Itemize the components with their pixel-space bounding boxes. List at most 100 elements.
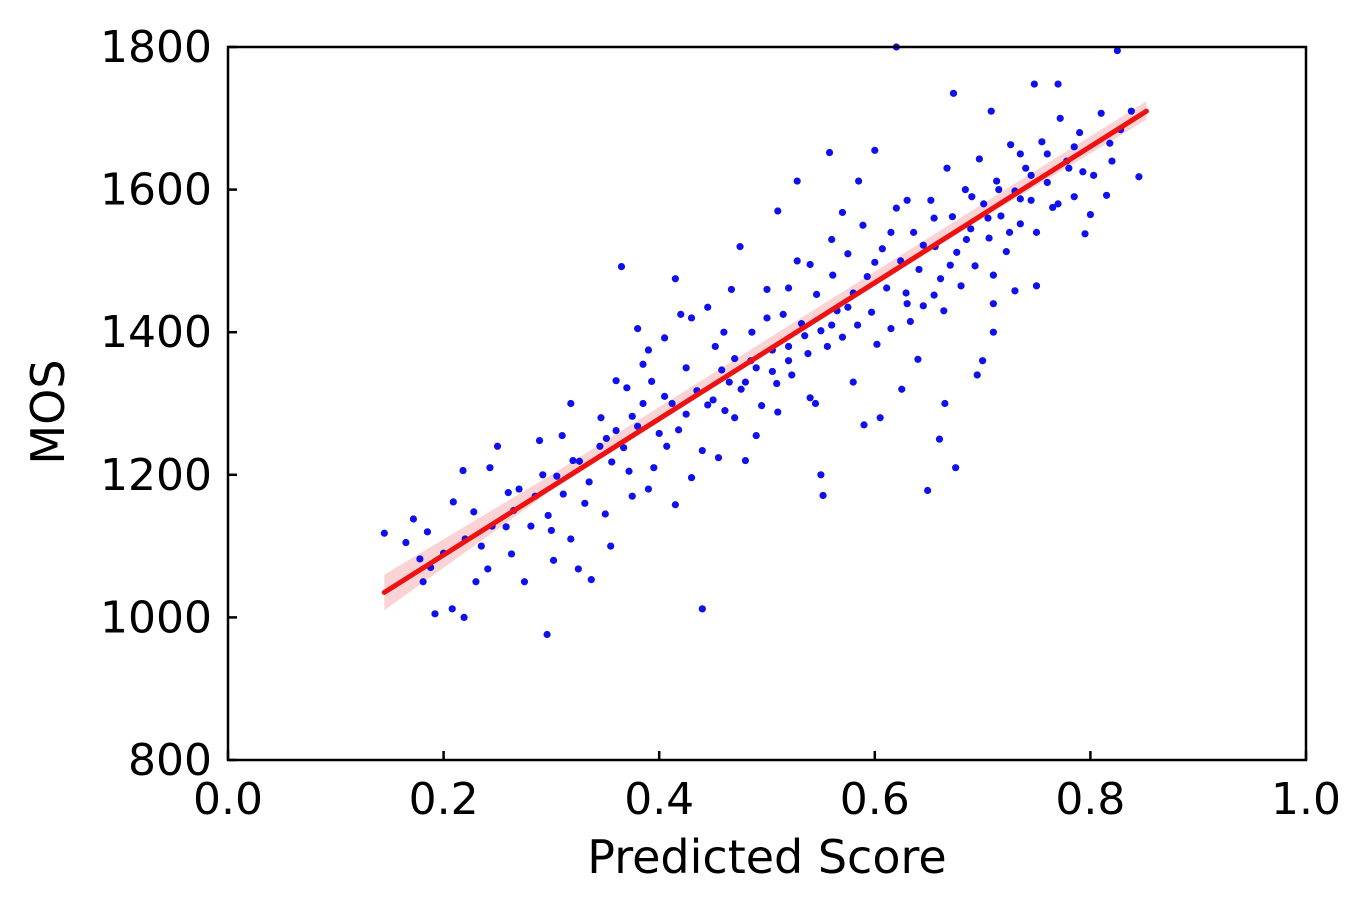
data-point xyxy=(731,414,739,422)
data-point xyxy=(687,474,696,482)
data-point xyxy=(585,478,593,486)
data-point xyxy=(1113,46,1121,55)
data-point xyxy=(993,177,1001,185)
data-point xyxy=(793,177,801,185)
data-point xyxy=(927,196,935,204)
data-point xyxy=(774,207,782,215)
data-point xyxy=(1081,230,1089,238)
data-point xyxy=(860,421,868,429)
data-point xyxy=(903,196,911,204)
data-point xyxy=(804,349,812,358)
data-point xyxy=(547,526,556,535)
data-point xyxy=(748,328,756,336)
data-point xyxy=(914,355,922,363)
data-point xyxy=(1065,164,1073,172)
plot-frame xyxy=(226,45,1308,762)
y-tick-label: 1200 xyxy=(100,450,212,501)
data-point xyxy=(535,436,544,445)
x-axis-ticks: 0.0 0.2 0.4 0.6 0.8 1.0 xyxy=(193,751,1341,825)
data-point xyxy=(1135,173,1143,181)
data-point xyxy=(768,367,776,376)
data-point xyxy=(1106,139,1114,147)
data-point xyxy=(520,578,529,586)
data-point xyxy=(773,379,781,388)
x-tick-label: 1.0 xyxy=(1271,774,1341,825)
data-point xyxy=(892,204,900,212)
data-point xyxy=(1027,196,1035,204)
data-point xyxy=(698,446,706,455)
data-point xyxy=(1054,200,1062,208)
data-point xyxy=(930,291,938,299)
data-point xyxy=(871,146,879,154)
data-point xyxy=(644,485,653,493)
data-point xyxy=(1002,248,1010,256)
data-point xyxy=(855,177,863,185)
data-point xyxy=(628,412,636,420)
data-point xyxy=(1030,80,1038,88)
data-point xyxy=(725,378,733,386)
data-point xyxy=(930,214,938,222)
data-point xyxy=(774,408,782,416)
data-point xyxy=(567,399,575,408)
data-point xyxy=(559,490,567,498)
data-point xyxy=(878,245,886,253)
data-point xyxy=(655,429,663,438)
data-point xyxy=(704,401,712,409)
data-point xyxy=(677,310,685,318)
data-point xyxy=(941,399,949,408)
data-point xyxy=(788,371,796,379)
data-point xyxy=(948,213,957,221)
y-tick-label: 1800 xyxy=(100,22,212,73)
data-point xyxy=(1049,203,1057,212)
data-point xyxy=(898,385,906,393)
data-point xyxy=(484,565,492,573)
data-point xyxy=(871,258,879,266)
data-point xyxy=(838,208,847,217)
data-point xyxy=(1090,171,1098,179)
data-point xyxy=(709,396,717,404)
data-point xyxy=(472,578,480,586)
data-point xyxy=(758,402,766,410)
data-point xyxy=(1011,287,1019,295)
data-point xyxy=(1076,128,1084,137)
data-point xyxy=(460,613,468,622)
data-point xyxy=(1070,193,1078,201)
data-point xyxy=(817,471,825,479)
data-point xyxy=(380,529,388,537)
data-point xyxy=(731,354,739,363)
data-point xyxy=(569,456,577,465)
data-point xyxy=(1022,164,1030,172)
data-point xyxy=(698,605,706,613)
data-point xyxy=(867,308,876,316)
data-point xyxy=(853,321,862,329)
data-point xyxy=(873,340,881,348)
data-point xyxy=(980,200,988,208)
data-point xyxy=(806,260,814,269)
data-point xyxy=(650,464,658,472)
data-point xyxy=(1016,195,1024,203)
data-point xyxy=(477,542,485,550)
data-point xyxy=(903,300,911,308)
data-point xyxy=(997,212,1005,220)
points-layer xyxy=(380,43,1143,639)
data-point xyxy=(806,394,814,402)
data-point xyxy=(989,328,997,336)
confidence-band-layer xyxy=(384,101,1147,611)
data-point xyxy=(587,576,595,584)
data-point xyxy=(543,630,551,639)
data-point xyxy=(859,221,867,229)
data-point xyxy=(718,366,726,374)
data-point xyxy=(784,284,793,292)
data-point xyxy=(943,164,951,172)
data-point xyxy=(989,300,997,308)
data-point xyxy=(952,464,960,472)
data-point xyxy=(1016,220,1024,228)
data-point xyxy=(741,378,750,386)
data-point xyxy=(448,605,456,613)
data-point xyxy=(967,225,975,233)
data-point xyxy=(819,491,827,500)
data-point xyxy=(682,364,690,372)
data-point xyxy=(1016,150,1024,158)
data-point xyxy=(539,471,547,479)
